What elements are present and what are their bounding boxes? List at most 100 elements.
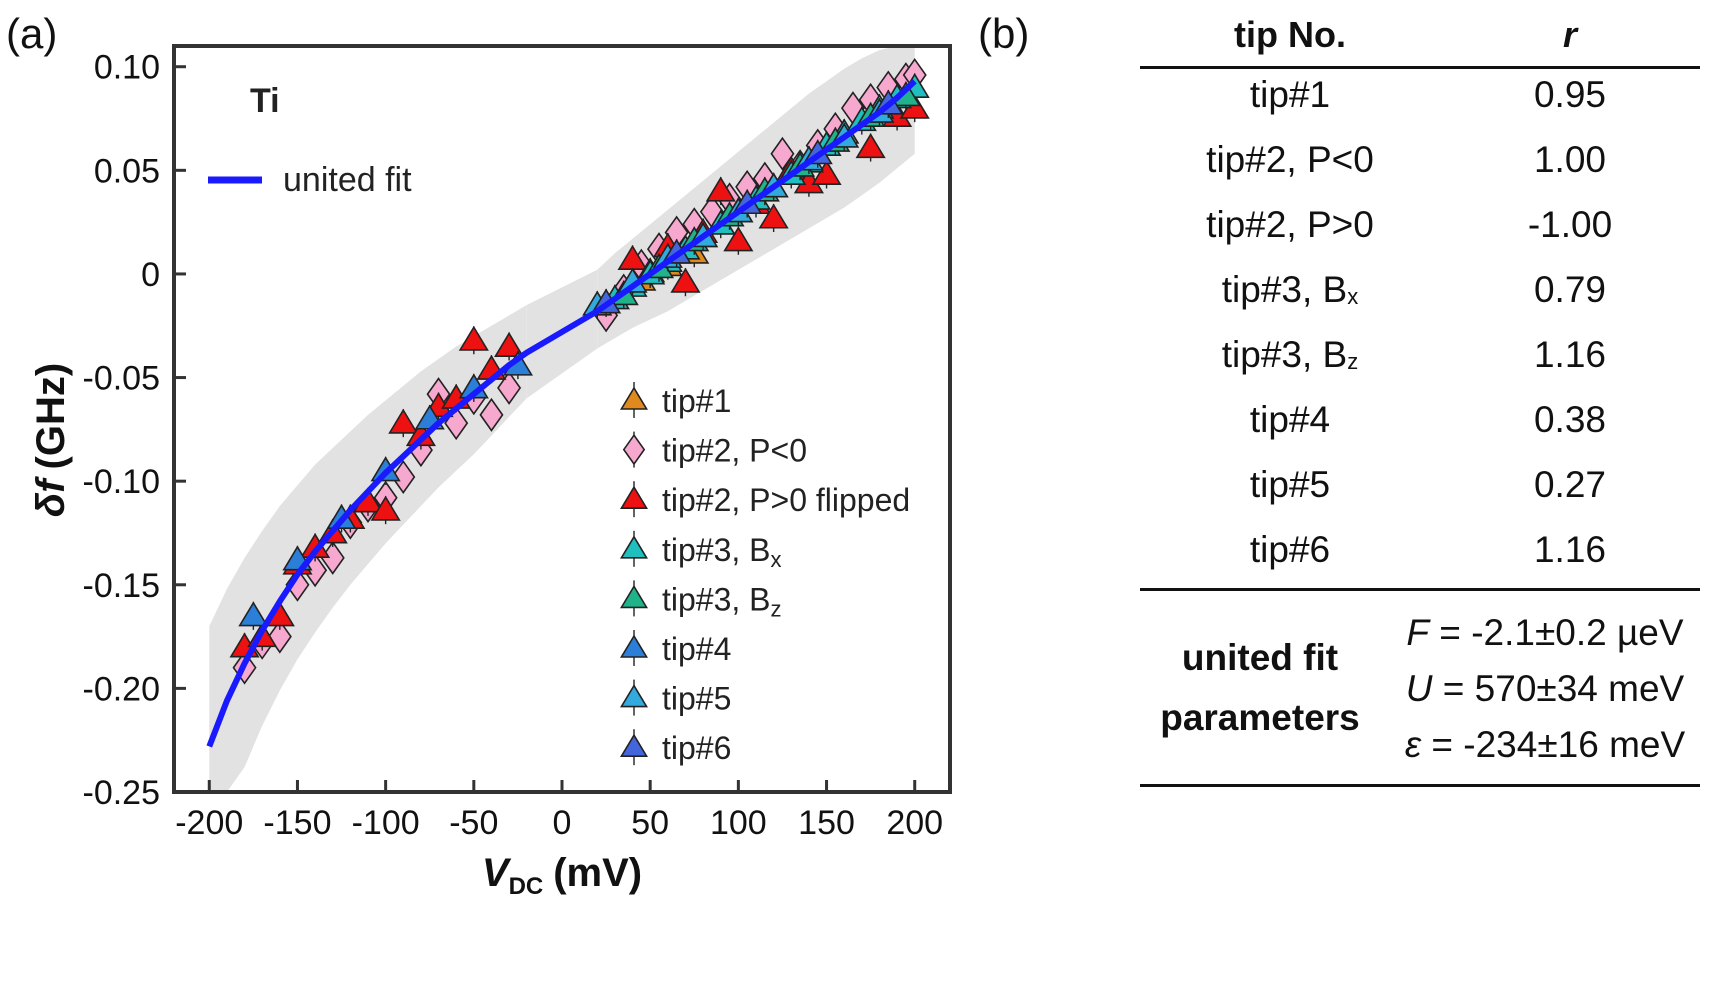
tip-cell: tip#2, P>0 <box>1140 204 1440 246</box>
legend-marker <box>619 485 649 510</box>
data-point <box>758 203 789 229</box>
material-annotation: Ti <box>250 82 280 120</box>
tip-subscript: z <box>1347 349 1359 374</box>
legend-marker <box>619 733 649 758</box>
tip-cell: tip#6 <box>1140 529 1440 571</box>
y-axis-label-unit: (GHz) <box>29 363 73 470</box>
table-row: tip#2, P<0 1.00 <box>1140 139 1700 199</box>
table-row: tip#3, Bx 0.79 <box>1140 269 1700 329</box>
table-rule-top <box>1140 66 1700 69</box>
fit-parameter: ε = -234±16 meV <box>1380 724 1710 766</box>
y-tick-label: -0.15 <box>83 567 161 605</box>
y-axis-label: δf (GHz) <box>29 363 73 517</box>
table-row: tip#6 1.16 <box>1140 529 1700 589</box>
legend-label: tip#6 <box>662 730 731 766</box>
chart-a: -200 -150 -100 -50 0 50 100 150 200 -0.25 -0.20 -0.… <box>29 43 952 900</box>
fit-curve <box>206 79 917 748</box>
legend-entry: tip#5 <box>619 679 731 717</box>
fit-parameter: F = -2.1±0.2 µeV <box>1380 612 1710 654</box>
x-tick-label: -50 <box>449 804 498 842</box>
tip-cell: tip#4 <box>1140 399 1440 441</box>
svg-text:VDC(mV): VDC (mV) <box>482 851 642 900</box>
r-value: 0.38 <box>1533 399 1606 440</box>
panel-b-label: (b) <box>978 10 1030 57</box>
tip-cell: tip#3, Bx <box>1140 269 1440 311</box>
fit-legend-label: united fit <box>283 161 412 199</box>
data-point <box>723 226 754 252</box>
data-point <box>391 460 416 495</box>
r-value: 0.79 <box>1533 269 1606 310</box>
x-tick-label: -150 <box>263 804 331 842</box>
data-point <box>267 619 292 654</box>
legend-entry: tip#1 <box>619 382 731 419</box>
table-row: tip#2, P>0 -1.00 <box>1140 204 1700 264</box>
param-symbol: ε <box>1404 724 1422 765</box>
legend-entry: tip#3, Bz <box>619 580 782 621</box>
legend-marker <box>619 684 649 708</box>
table-rule-middle <box>1140 588 1700 591</box>
tip-name: tip#6 <box>1249 529 1331 570</box>
r-value: 1.16 <box>1533 529 1606 570</box>
r-value: 0.95 <box>1533 74 1606 115</box>
data-point <box>370 495 401 521</box>
legend-marker <box>619 535 649 559</box>
legend-label: tip#3, Bx <box>662 532 782 572</box>
data-point <box>811 159 842 186</box>
param-value: = -2.1±0.2 µeV <box>1429 612 1684 653</box>
param-symbol: F <box>1406 612 1430 653</box>
x-tick-label: -100 <box>352 804 420 842</box>
fit-legend: united fit <box>208 161 412 199</box>
fit-label-line2: parameters <box>1160 697 1360 738</box>
data-point <box>705 176 736 202</box>
tip-name: tip#3, B <box>1221 269 1348 310</box>
panel-a-label: (a) <box>6 10 58 57</box>
tip-name: tip#4 <box>1249 399 1331 440</box>
legend-marker <box>619 634 649 658</box>
legend-entry: tip#6 <box>619 729 731 766</box>
table-header-tip: tip No. <box>1234 14 1346 55</box>
y-tick-label: -0.10 <box>83 463 161 501</box>
x-axis-label-main: V <box>482 851 512 895</box>
param-value: = 570±34 meV <box>1432 668 1685 709</box>
table-header-r: r <box>1562 14 1577 55</box>
legend-label: tip#3, Bz <box>662 581 782 621</box>
data-point <box>497 370 522 405</box>
x-tick-label: 200 <box>886 804 943 842</box>
data-point <box>458 325 489 351</box>
legend-label: tip#2, P>0 flipped <box>662 482 910 518</box>
table-row: tip#3, Bz 1.16 <box>1140 334 1700 394</box>
y-tick-label: -0.20 <box>83 670 161 708</box>
table-rule-bottom <box>1140 784 1700 787</box>
tip-cell: tip#2, P<0 <box>1140 139 1440 181</box>
param-symbol: U <box>1405 668 1433 709</box>
tip-cell: tip#3, Bz <box>1140 334 1440 376</box>
data-point <box>855 132 886 159</box>
legend-marker <box>619 386 649 410</box>
svg-text:δf(GHz): δf (GHz) <box>29 363 73 517</box>
fit-label-line1: united fit <box>1181 637 1339 678</box>
legend-entry: tip#2, P>0 flipped <box>619 481 910 518</box>
x-axis-label-sub: DC <box>509 873 544 900</box>
x-tick-label: 50 <box>631 804 669 842</box>
legend-entry: tip#4 <box>619 630 731 667</box>
y-axis-label-main: δf <box>29 476 73 517</box>
series-legend: tip#1 tip#2, P<0 tip#2, P>0 flipped tip#3, … <box>619 382 910 766</box>
y-tick-label: 0.05 <box>94 152 160 190</box>
tip-cell: tip#5 <box>1140 464 1440 506</box>
legend-marker <box>622 433 646 466</box>
legend-entry: tip#2, P<0 <box>622 431 807 469</box>
parameter-table: tip No. r tip#1 0.95 tip#2, P<0 1.00 tip#2, … <box>1140 0 1719 991</box>
x-tick-label: 0 <box>553 804 572 842</box>
r-value: -1.00 <box>1527 204 1613 245</box>
x-axis-label-unit: (mV) <box>553 851 642 895</box>
param-value: = -234±16 meV <box>1421 724 1686 765</box>
y-tick-label: -0.25 <box>83 774 161 812</box>
r-value: 1.16 <box>1533 334 1606 375</box>
legend-label: tip#2, P<0 <box>662 433 807 469</box>
data-point <box>479 397 504 432</box>
r-value: 0.27 <box>1533 464 1606 505</box>
y-tick-label: -0.05 <box>83 360 161 398</box>
x-tick-label: 150 <box>798 804 855 842</box>
legend-label: tip#4 <box>662 631 731 667</box>
table-row: tip#5 0.27 <box>1140 464 1700 524</box>
